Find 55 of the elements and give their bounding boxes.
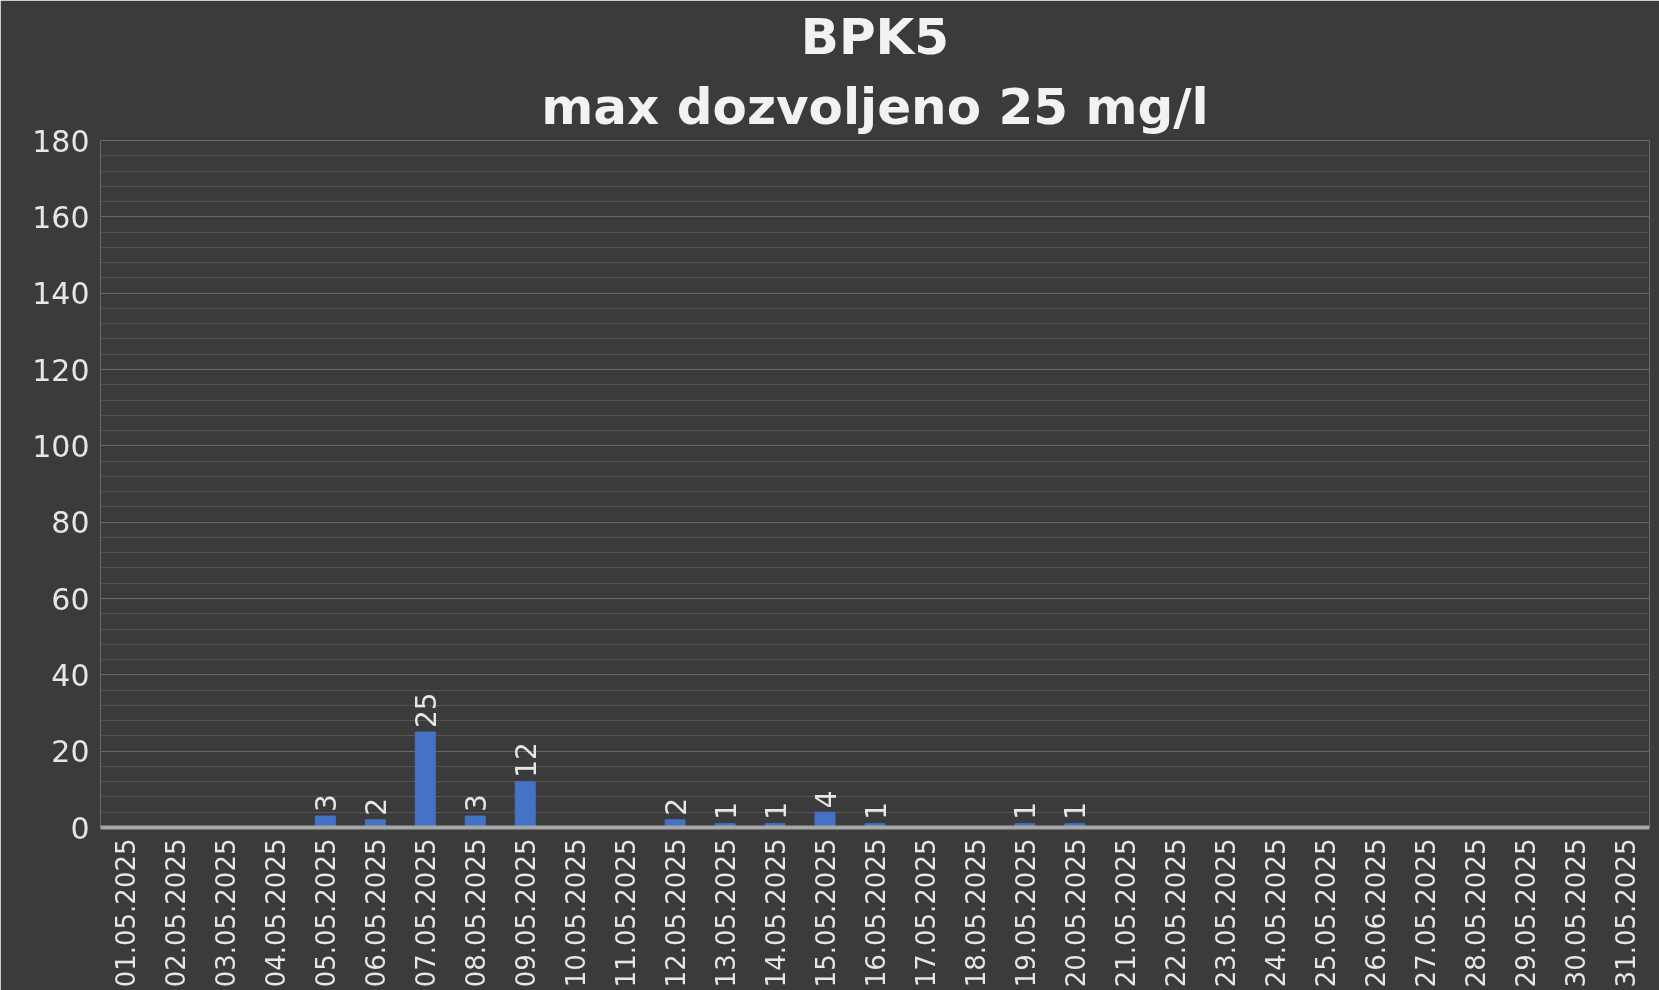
x-tick-label: 30.05.2025 (1560, 838, 1591, 988)
y-tick-label: 80 (51, 505, 90, 541)
x-tick-label: 03.05.2025 (211, 838, 242, 988)
x-tick-label: 19.05.2025 (1010, 838, 1041, 988)
data-label: 2 (359, 798, 393, 816)
data-label: 1 (759, 801, 793, 820)
x-tick-label: 11.05.2025 (611, 838, 642, 988)
x-tick-label: 07.05.2025 (411, 838, 442, 988)
data-label: 4 (809, 790, 843, 809)
x-tick-label: 28.05.2025 (1460, 838, 1491, 988)
x-tick-label: 15.05.2025 (811, 838, 842, 988)
y-tick-label: 60 (51, 581, 90, 617)
x-tick-label: 01.05.2025 (111, 838, 142, 988)
x-tick-label: 21.05.2025 (1110, 838, 1141, 988)
data-label: 1 (1009, 801, 1043, 820)
x-tick-label: 29.05.2025 (1510, 838, 1541, 988)
y-tick-label: 160 (32, 199, 90, 235)
data-label: 3 (459, 794, 493, 813)
x-tick-label: 09.05.2025 (511, 838, 542, 988)
x-tick-label: 12.05.2025 (661, 838, 692, 988)
x-tick-label: 05.05.2025 (311, 838, 342, 988)
data-label: 3 (309, 794, 343, 813)
data-label: 1 (859, 801, 893, 820)
x-tick-label: 08.05.2025 (461, 838, 492, 988)
data-label: 1 (709, 801, 743, 820)
data-label: 25 (409, 692, 443, 729)
data-label: 12 (509, 742, 543, 778)
x-tick-label: 26.06.2025 (1360, 838, 1391, 988)
x-tick-label: 31.05.2025 (1610, 838, 1641, 988)
x-tick-label: 27.05.2025 (1410, 838, 1441, 988)
data-label: 1 (1059, 801, 1093, 820)
x-tick-label: 18.05.2025 (960, 838, 991, 988)
y-tick-label: 100 (32, 428, 90, 464)
x-tick-label: 06.05.2025 (361, 838, 392, 988)
x-tick-label: 20.05.2025 (1060, 838, 1091, 988)
y-tick-label: 0 (70, 810, 90, 846)
y-tick-label: 120 (32, 352, 90, 388)
x-tick-label: 24.05.2025 (1260, 838, 1291, 988)
x-tick-label: 17.05.2025 (910, 838, 941, 988)
y-tick-label: 140 (32, 276, 90, 312)
x-tick-label: 14.05.2025 (761, 838, 792, 988)
data-label: 2 (659, 798, 693, 816)
chart-subtitle: max dozvoljeno 25 mg/l (541, 77, 1209, 136)
x-tick-label: 13.05.2025 (711, 838, 742, 988)
x-tick-label: 22.05.2025 (1160, 838, 1191, 988)
y-tick-label: 40 (51, 657, 90, 693)
x-tick-label: 25.05.2025 (1310, 838, 1341, 988)
x-tick-label: 02.05.2025 (161, 838, 192, 988)
y-tick-label: 20 (51, 734, 90, 770)
y-tick-label: 180 (32, 123, 90, 159)
x-tick-label: 16.05.2025 (861, 838, 891, 988)
chart-title: BPK5 (800, 7, 950, 66)
x-tick-label: 04.05.2025 (261, 838, 292, 988)
x-tick-label: 10.05.2025 (561, 838, 592, 988)
x-tick-label: 23.05.2025 (1210, 838, 1241, 988)
